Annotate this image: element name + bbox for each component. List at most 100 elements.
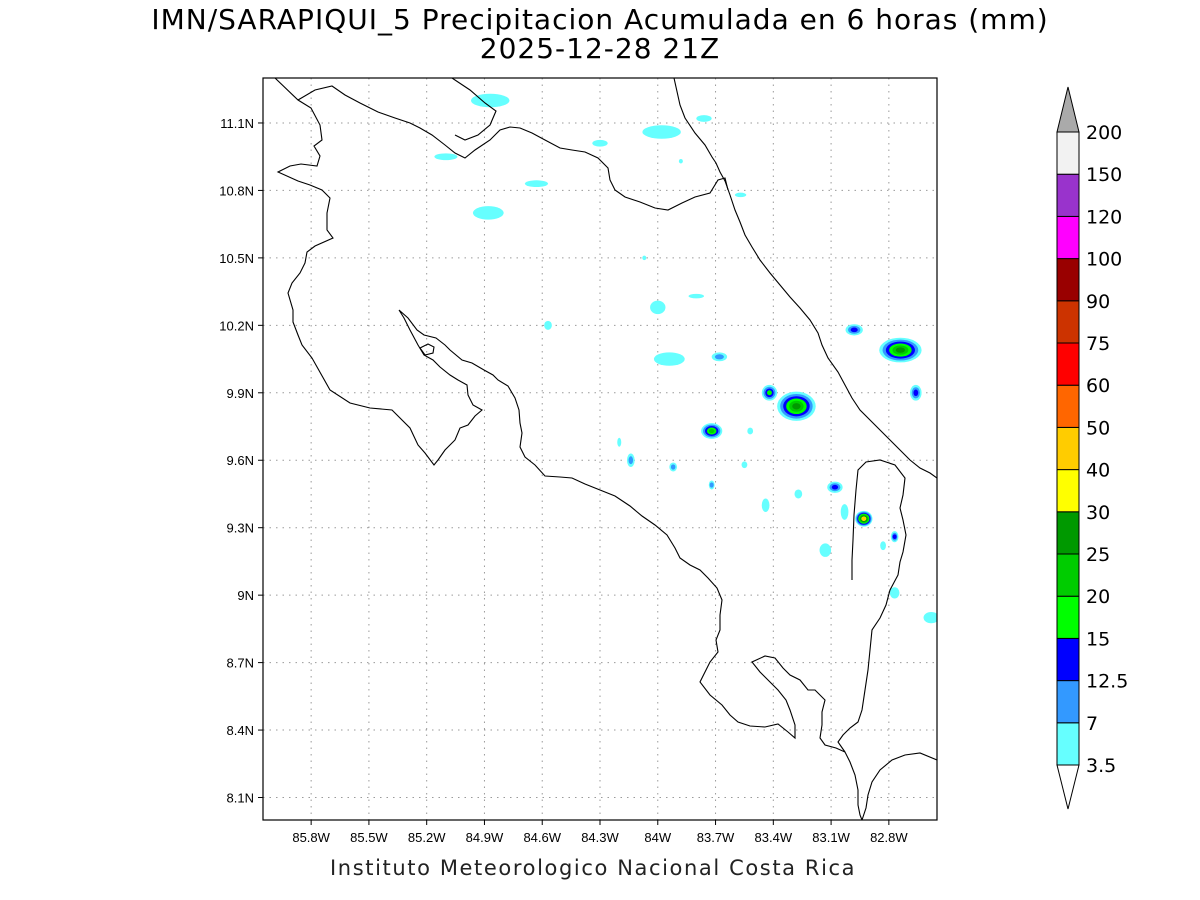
colorbar-swatch-9 [1056, 342, 1080, 386]
colorbar-label-0: 3.5 [1086, 755, 1116, 777]
precip-cell-18 [827, 481, 843, 493]
precip-cell-27 [761, 498, 770, 512]
precip-contour-18-2 [831, 484, 839, 490]
precip-cell-16 [910, 384, 922, 401]
precip-cell-22 [708, 480, 715, 490]
precip-contour-36-0 [678, 158, 683, 164]
colorbar-swatch-1 [1056, 680, 1080, 724]
precip-contour-2-0 [472, 206, 504, 220]
precip-cell-4 [524, 180, 549, 188]
precip-cell-32 [734, 192, 747, 198]
colorbar-label-8: 50 [1086, 417, 1110, 439]
precip-cell-10 [711, 352, 728, 362]
precip-contour-25-0 [889, 587, 900, 599]
precip-contour-35-0 [741, 461, 748, 469]
y-tick-label-2: 8.7N [227, 656, 254, 671]
y-tick-label-9: 10.8N [219, 183, 254, 198]
x-tick-label-9: 83.1W [812, 830, 850, 845]
colorbar-top-arrow [1056, 86, 1080, 133]
colorbar-swatch-14 [1056, 131, 1080, 175]
panama-border [837, 459, 907, 753]
x-tick-label-4: 84.6W [523, 830, 561, 845]
y-tick-label-4: 9.3N [227, 521, 254, 536]
precip-contour-16-2 [913, 389, 919, 397]
precip-contour-32-0 [734, 192, 747, 198]
latitude-tick-labels: 8.1N 8.4N 8.7N 9N 9.3N 9.6N 9.9N 10.2N 10.5N 10.8… [219, 116, 263, 806]
precip-contour-0-0 [470, 93, 510, 108]
map-title: IMN/SARAPIQUI_5 Precipitacion Acumulada … [151, 3, 1049, 36]
x-tick-label-7: 83.7W [697, 830, 735, 845]
precip-contour-14-5 [895, 347, 906, 353]
coastlines-and-borders [274, 78, 937, 820]
colorbar-swatch-0 [1056, 722, 1080, 766]
precip-contour-10-1 [714, 354, 724, 360]
y-tick-label-1: 8.4N [227, 723, 254, 738]
x-tick-label-3: 84.9W [466, 830, 504, 845]
precip-contour-21-1 [670, 464, 676, 470]
precip-contour-24-0 [840, 504, 849, 520]
x-tick-label-10: 82.8W [870, 830, 908, 845]
precip-contour-12-5 [792, 403, 801, 410]
precip-contour-19-2 [892, 534, 897, 540]
precip-cell-1 [642, 125, 681, 139]
precip-cell-34 [617, 437, 622, 447]
precip-contour-8-0 [653, 352, 685, 366]
precip-cell-15 [845, 324, 863, 336]
colorbar-label-14: 150 [1086, 164, 1122, 186]
precip-cell-29 [794, 489, 803, 499]
nicaragua-lake-shore [451, 78, 497, 141]
precip-cell-35 [741, 461, 748, 469]
precip-cell-13 [701, 423, 723, 439]
precip-cell-25 [889, 587, 900, 599]
precip-contour-31-0 [688, 293, 704, 299]
colorbar-swatch-4 [1056, 553, 1080, 597]
precip-cell-19 [890, 531, 899, 543]
precip-cell-5 [696, 115, 712, 122]
precip-contour-23-0 [819, 543, 832, 557]
precip-contour-34-0 [617, 437, 622, 447]
precip-contour-4-0 [524, 180, 549, 188]
colorbar-label-7: 40 [1086, 460, 1110, 482]
colorbar-label-3: 15 [1086, 628, 1110, 650]
precip-cell-6 [592, 139, 608, 147]
colorbar-swatch-6 [1056, 469, 1080, 513]
x-tick-label-1: 85.5W [350, 830, 388, 845]
x-tick-label-2: 85.2W [408, 830, 446, 845]
precip-cell-36 [678, 158, 683, 164]
precip-cell-0 [470, 93, 510, 108]
precip-contour-9-0 [544, 320, 552, 330]
precip-contour-26-0 [923, 612, 937, 624]
panama-coastline [861, 752, 937, 820]
y-tick-label-3: 9N [237, 588, 254, 603]
precip-contour-20-1 [628, 456, 634, 465]
x-tick-label-6: 84W [644, 830, 671, 845]
colorbar-label-5: 25 [1086, 544, 1110, 566]
y-tick-label-10: 11.1N [220, 116, 254, 131]
precip-cell-21 [669, 462, 678, 472]
precip-contour-7-0 [650, 300, 666, 315]
precip-cell-12 [777, 391, 816, 421]
precip-contour-27-0 [761, 498, 770, 512]
precip-contour-13-4 [708, 428, 715, 434]
precip-cell-2 [472, 206, 504, 220]
precip-cell-11 [761, 384, 778, 401]
precip-cell-3 [434, 153, 458, 161]
precip-cell-17 [855, 510, 873, 527]
precip-contour-29-0 [794, 489, 803, 499]
precip-cell-14 [879, 337, 922, 363]
colorbar-label-13: 120 [1086, 206, 1122, 228]
colorbar-label-11: 90 [1086, 291, 1110, 313]
y-tick-label-7: 10.2N [219, 318, 254, 333]
precip-cell-20 [626, 453, 635, 467]
colorbar-label-6: 30 [1086, 502, 1110, 524]
precip-contour-28-0 [747, 427, 754, 435]
colorbar-label-10: 75 [1086, 333, 1110, 355]
caribbean-coastline [673, 78, 937, 479]
precip-contour-15-2 [850, 327, 858, 333]
colorbar-swatch-2 [1056, 637, 1080, 682]
colorbar-swatch-8 [1056, 384, 1080, 428]
colorbar-label-15: 200 [1086, 122, 1122, 144]
y-tick-label-8: 10.5N [219, 251, 254, 266]
colorbar-label-4: 20 [1086, 586, 1110, 608]
